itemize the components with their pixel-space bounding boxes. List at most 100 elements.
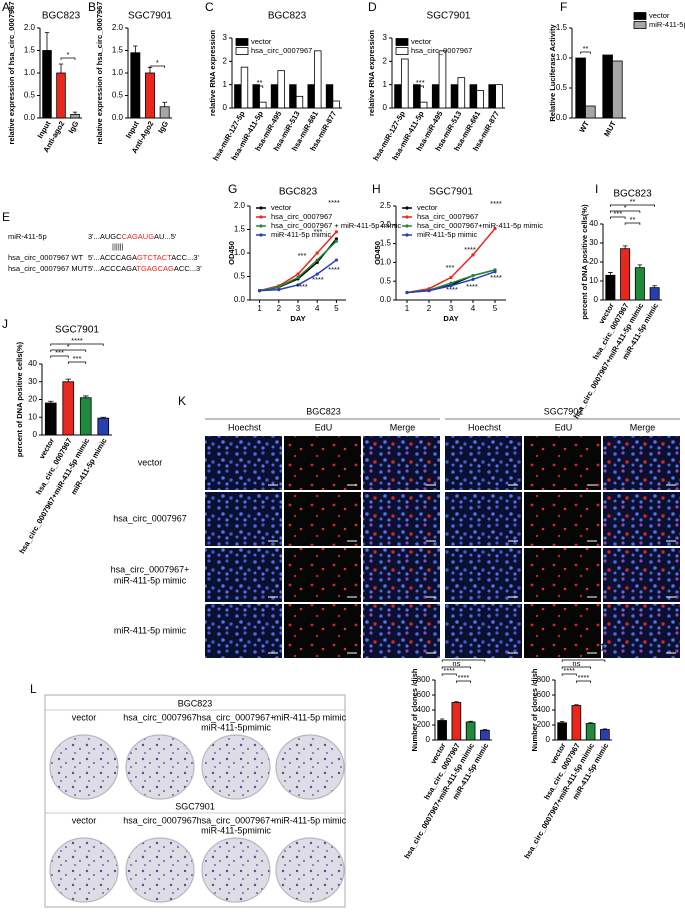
bar <box>488 84 496 109</box>
y-tick-label: 0.0 <box>234 295 246 304</box>
significance-label: ** <box>583 44 589 53</box>
bar <box>145 72 155 119</box>
seq-site: TGAGCAG <box>136 264 174 273</box>
y-tick-label: 1.5 <box>234 225 246 234</box>
data-point <box>427 289 431 293</box>
y-tick-label: 1.0 <box>556 53 568 62</box>
micrograph <box>363 492 440 546</box>
bar <box>600 729 610 741</box>
y-tick-label: 3 <box>223 33 228 42</box>
significance-label: **** <box>446 285 458 294</box>
dish-label: hsa_circ_0007967+ <box>197 712 276 722</box>
significance-label: **** <box>464 245 476 254</box>
bar <box>159 106 170 119</box>
bar <box>332 100 340 109</box>
bar <box>42 50 52 119</box>
panel-letter: K <box>178 394 186 408</box>
y-tick-label: 30 <box>28 377 37 386</box>
chart-title: SGC7901 <box>55 325 99 336</box>
significance-label: *** <box>73 354 82 363</box>
x-tick-label: IgG <box>66 119 80 134</box>
y-tick-label: 1.5 <box>556 23 568 32</box>
row-label: miR-411-5p mimic <box>114 575 187 585</box>
significance-bracket <box>610 216 626 219</box>
micrograph <box>363 436 440 490</box>
x-tick-label: hsa_circ_0007967+miR-411-5p mimic <box>17 436 91 555</box>
panel-letter: H <box>372 182 381 196</box>
significance-bracket <box>441 659 486 662</box>
y-tick-label: 200 <box>417 720 431 729</box>
legend-swatch <box>395 38 409 46</box>
error-bar <box>622 245 628 249</box>
legend-label: miR-411-5p mimic <box>417 230 478 239</box>
y-tick-label: 1.0 <box>112 68 124 77</box>
y-tick-label: 0.5 <box>112 91 124 100</box>
bar <box>419 101 428 109</box>
group-header: BGC823 <box>306 406 341 416</box>
micrograph <box>363 604 440 658</box>
micrograph <box>524 548 601 602</box>
y-tick-label: 0.0 <box>24 113 36 122</box>
x-tick-label: 2 <box>427 304 432 313</box>
y-tick-label: 10 <box>28 412 37 421</box>
x-tick-label: MUT <box>602 119 618 138</box>
error-bar <box>48 400 54 404</box>
y-tick-label: 0.0 <box>556 113 568 122</box>
panel-letter: F <box>560 0 567 14</box>
data-point <box>405 290 409 295</box>
data-point <box>334 239 338 243</box>
micrograph <box>205 604 282 658</box>
y-tick-label: 40 <box>589 219 598 228</box>
x-tick-label: 5 <box>493 304 498 313</box>
bar <box>585 723 596 741</box>
seq-part: 5'...ACCCAGA <box>88 264 137 273</box>
significance-label: ** <box>257 78 263 87</box>
bar <box>438 50 447 109</box>
dish-label: hsa_circ_0007967 <box>123 815 197 825</box>
row-label: hsa_circ_0007967+ <box>111 564 190 574</box>
significance-bracket <box>576 680 591 683</box>
legend-marker <box>405 206 409 210</box>
micrograph <box>284 604 361 658</box>
y-tick-label: 2.5 <box>380 201 392 210</box>
bar <box>469 84 478 109</box>
error-bar <box>439 718 445 721</box>
bar <box>476 90 484 109</box>
bar <box>457 77 466 109</box>
y-axis-label: relative RNA expression <box>367 30 376 116</box>
micrograph <box>205 492 282 546</box>
bar <box>480 729 490 741</box>
chart-title: SGC7901 <box>429 187 473 198</box>
error-bar <box>65 378 71 382</box>
legend-marker <box>259 233 263 237</box>
legend-marker <box>405 224 409 228</box>
significance-bracket <box>456 680 471 683</box>
significance-label: *** <box>314 227 323 236</box>
bar <box>56 72 66 119</box>
bar <box>307 84 315 109</box>
panel-letter: G <box>228 182 237 196</box>
x-tick-label: 1 <box>405 304 410 313</box>
data-point <box>258 289 262 293</box>
y-tick-label: 1.0 <box>380 258 392 267</box>
significance-label: *** <box>55 348 64 357</box>
significance-bracket <box>580 51 591 54</box>
significance-label: *** <box>446 263 455 272</box>
significance-label: **** <box>490 199 502 208</box>
culture-dish <box>125 837 195 903</box>
mut-label: hsa_circ_0007967 MUT <box>8 264 88 273</box>
error-bar <box>72 111 78 115</box>
significance-bracket <box>610 210 641 213</box>
bar <box>325 84 334 109</box>
legend-label: vector <box>411 37 432 46</box>
dish-label: miR-411-5p mimic <box>274 815 347 825</box>
legend-label: miR-411-5p mimic <box>271 230 332 239</box>
significance-label: *** <box>416 78 425 87</box>
error-bar <box>454 701 459 703</box>
significance-label: **** <box>71 336 83 345</box>
bar <box>130 52 141 119</box>
legend-label: hsa_circ_0007967 + miR-411-5p mimic <box>271 221 401 230</box>
micrograph <box>524 604 601 658</box>
legend-marker <box>259 215 263 219</box>
y-tick-label: 0.0 <box>380 295 392 304</box>
